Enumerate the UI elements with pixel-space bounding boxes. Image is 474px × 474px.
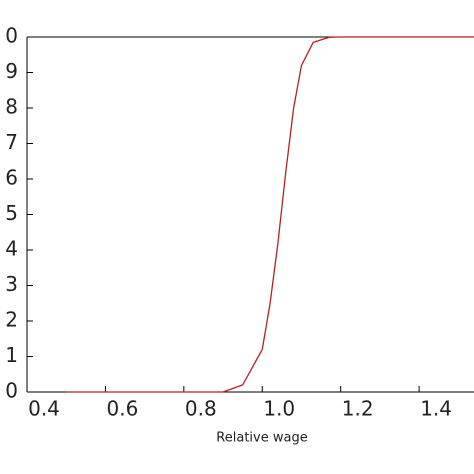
- x-tick-label: 0.4: [28, 397, 60, 421]
- x-tick-label: 0.8: [185, 397, 217, 421]
- y-tick-label: 8: [5, 95, 18, 119]
- x-axis-label: Relative wage: [216, 431, 307, 446]
- y-tick-label: 1: [5, 343, 18, 367]
- x-tick-label: 1.4: [420, 397, 452, 421]
- y-tick-label: 2: [5, 308, 18, 332]
- x-tick-label: 0.6: [107, 397, 139, 421]
- y-tick-label: 0: [5, 379, 18, 403]
- x-tick-label: 1.0: [263, 397, 295, 421]
- x-tick-label: 1.2: [342, 397, 374, 421]
- y-tick-label: 6: [5, 166, 18, 190]
- y-tick-label: 5: [5, 201, 18, 225]
- data-line: [66, 36, 474, 393]
- y-tick-label: 9: [5, 59, 18, 83]
- y-tick-label: 0: [5, 24, 18, 48]
- y-tick-label: 4: [5, 237, 18, 261]
- y-tick-label: 7: [5, 130, 18, 154]
- y-tick-label: 3: [5, 272, 18, 296]
